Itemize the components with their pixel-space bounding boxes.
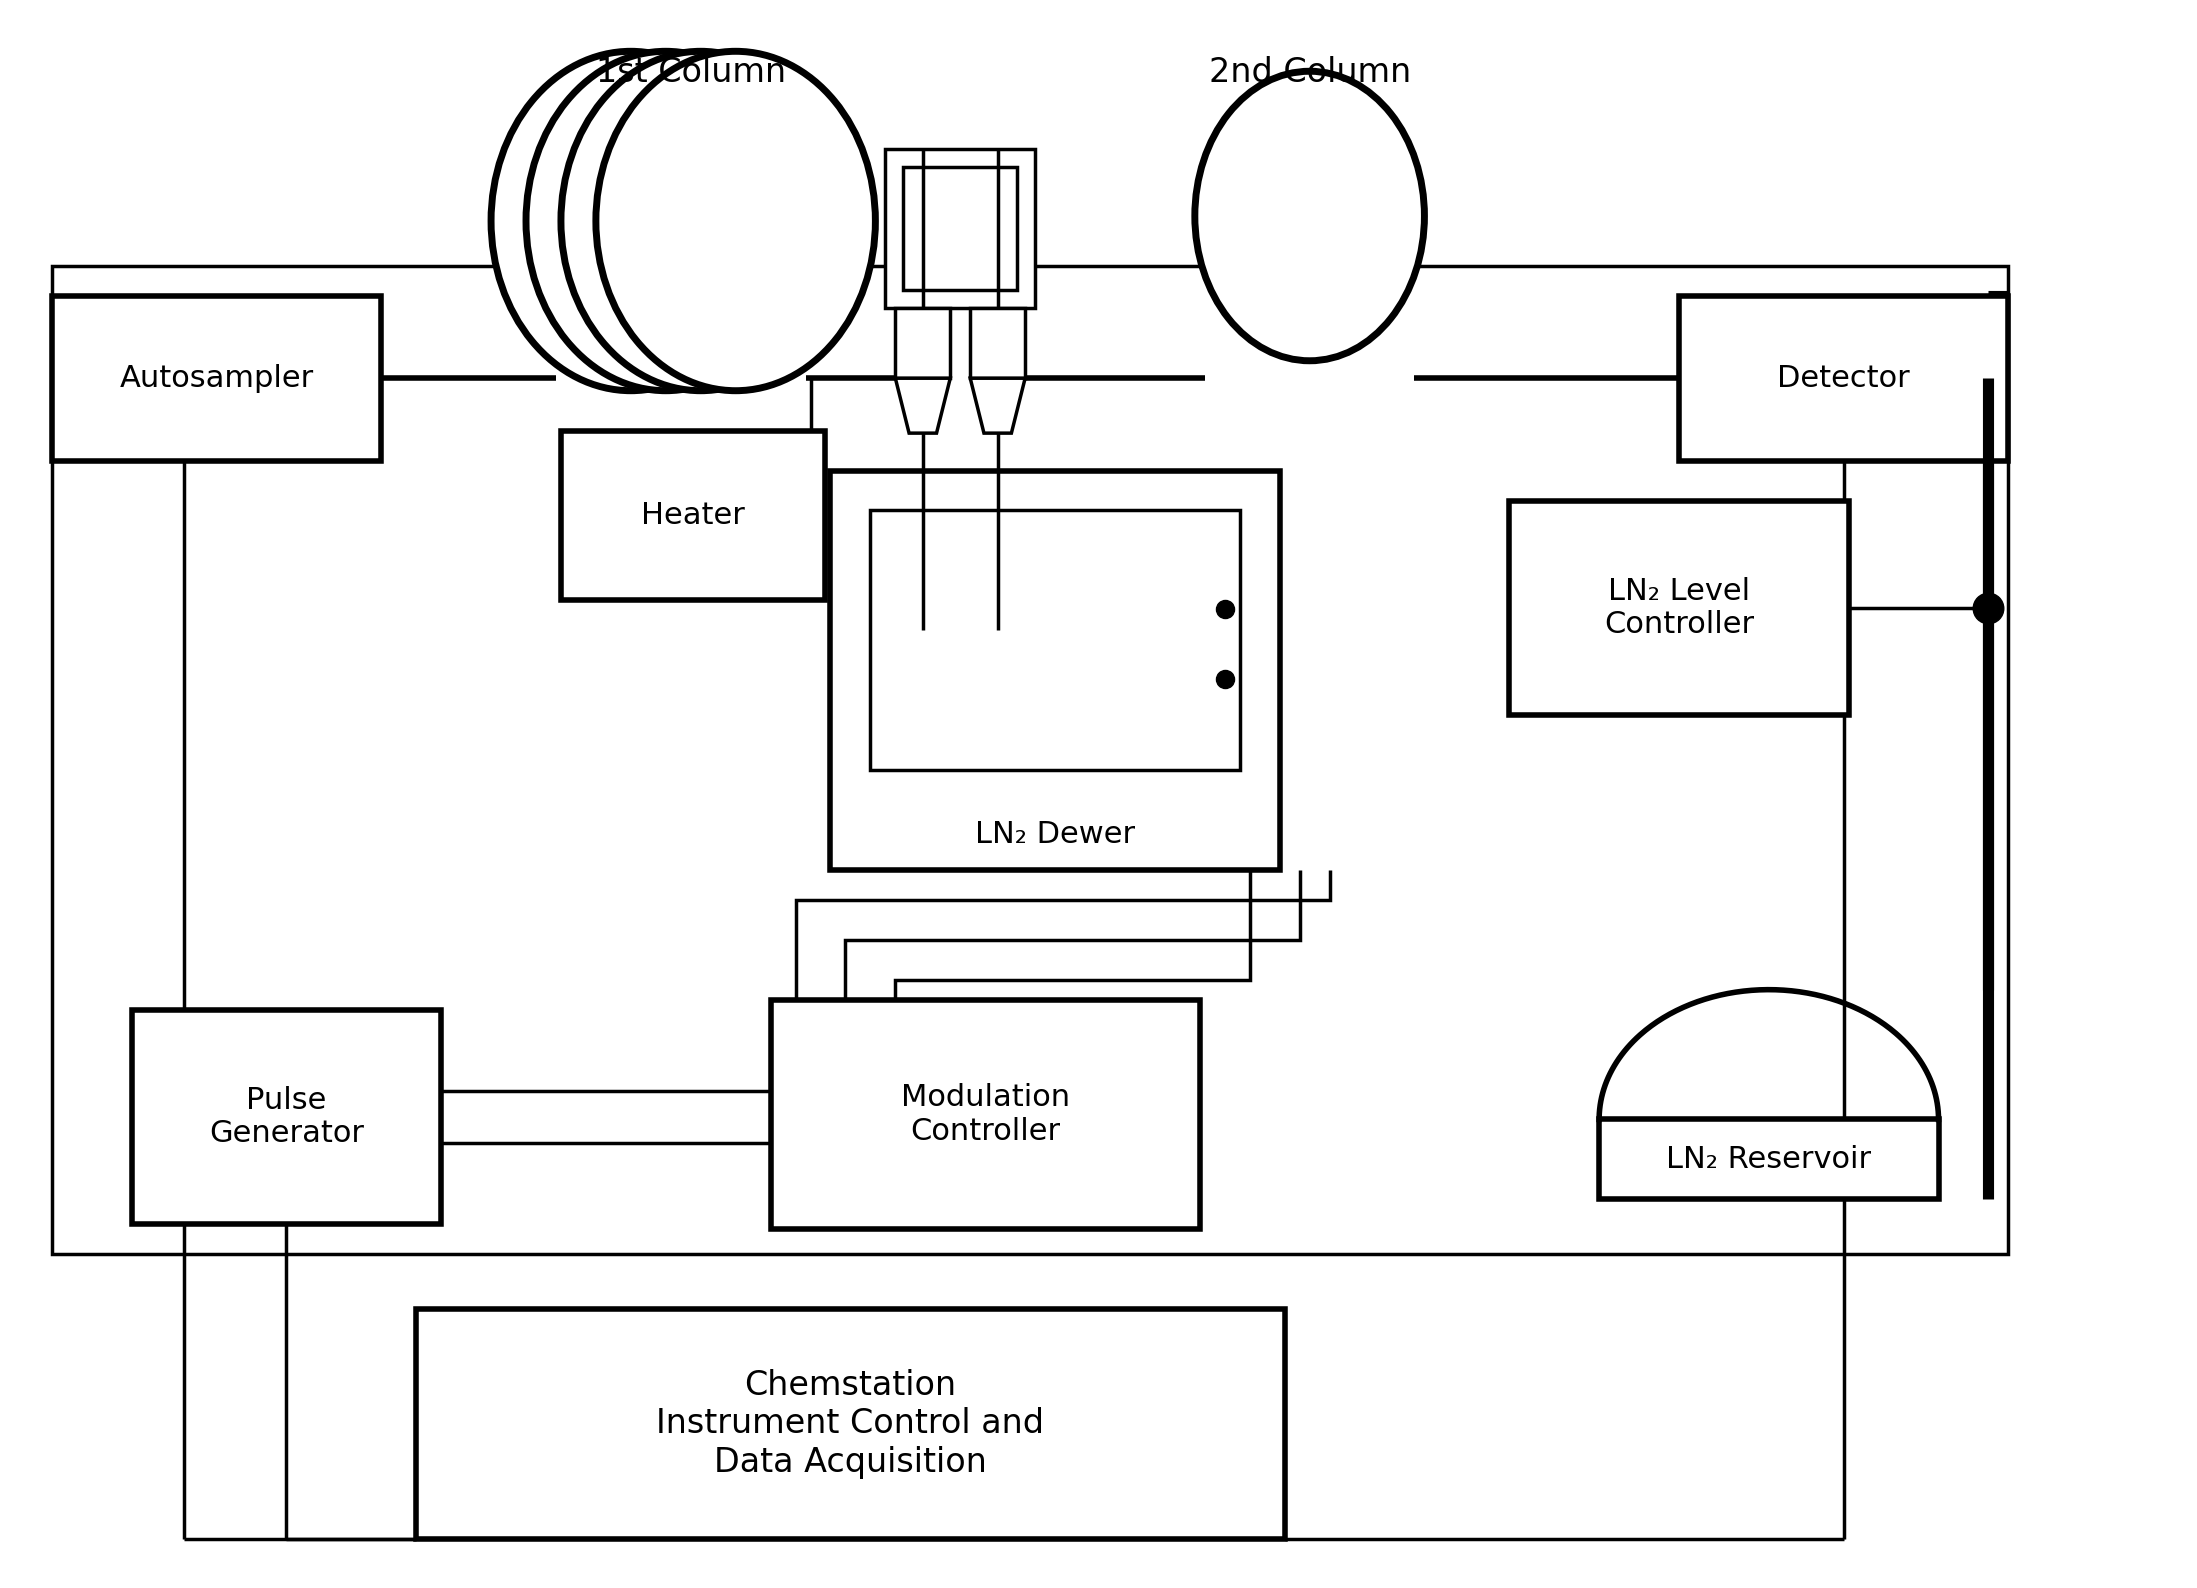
Bar (560, 430, 826, 600)
Bar (771, 999, 1200, 1229)
Bar (896, 308, 951, 378)
Ellipse shape (560, 51, 841, 391)
Text: 2nd Column: 2nd Column (1208, 56, 1410, 89)
Bar (1599, 1120, 1938, 1199)
Ellipse shape (1195, 71, 1424, 360)
Bar (830, 470, 1279, 870)
Text: LN₂ Dewer: LN₂ Dewer (975, 821, 1136, 850)
Text: Autosampler: Autosampler (119, 364, 314, 392)
Bar (53, 295, 382, 461)
Bar (53, 265, 2008, 1255)
Text: LN₂ Level
Controller: LN₂ Level Controller (1604, 576, 1753, 638)
Text: Heater: Heater (642, 500, 745, 530)
Bar (1679, 295, 2008, 461)
Text: Modulation
Controller: Modulation Controller (901, 1083, 1070, 1145)
Polygon shape (896, 378, 951, 434)
Polygon shape (971, 378, 1026, 434)
Bar (132, 1010, 442, 1224)
Bar (903, 167, 1017, 291)
Text: LN₂ Reservoir: LN₂ Reservoir (1665, 1145, 1872, 1174)
Ellipse shape (492, 51, 771, 391)
Bar (415, 1309, 1285, 1539)
Text: Pulse
Generator: Pulse Generator (209, 1086, 365, 1148)
Text: 1st Column: 1st Column (595, 56, 787, 89)
Ellipse shape (595, 51, 874, 391)
Bar (885, 149, 1035, 308)
Bar (870, 510, 1239, 770)
Text: Detector: Detector (1777, 364, 1909, 392)
Text: Chemstation
Instrument Control and
Data Acquisition: Chemstation Instrument Control and Data … (657, 1369, 1044, 1478)
Bar (1509, 500, 1848, 715)
Bar (971, 308, 1026, 378)
Ellipse shape (525, 51, 806, 391)
